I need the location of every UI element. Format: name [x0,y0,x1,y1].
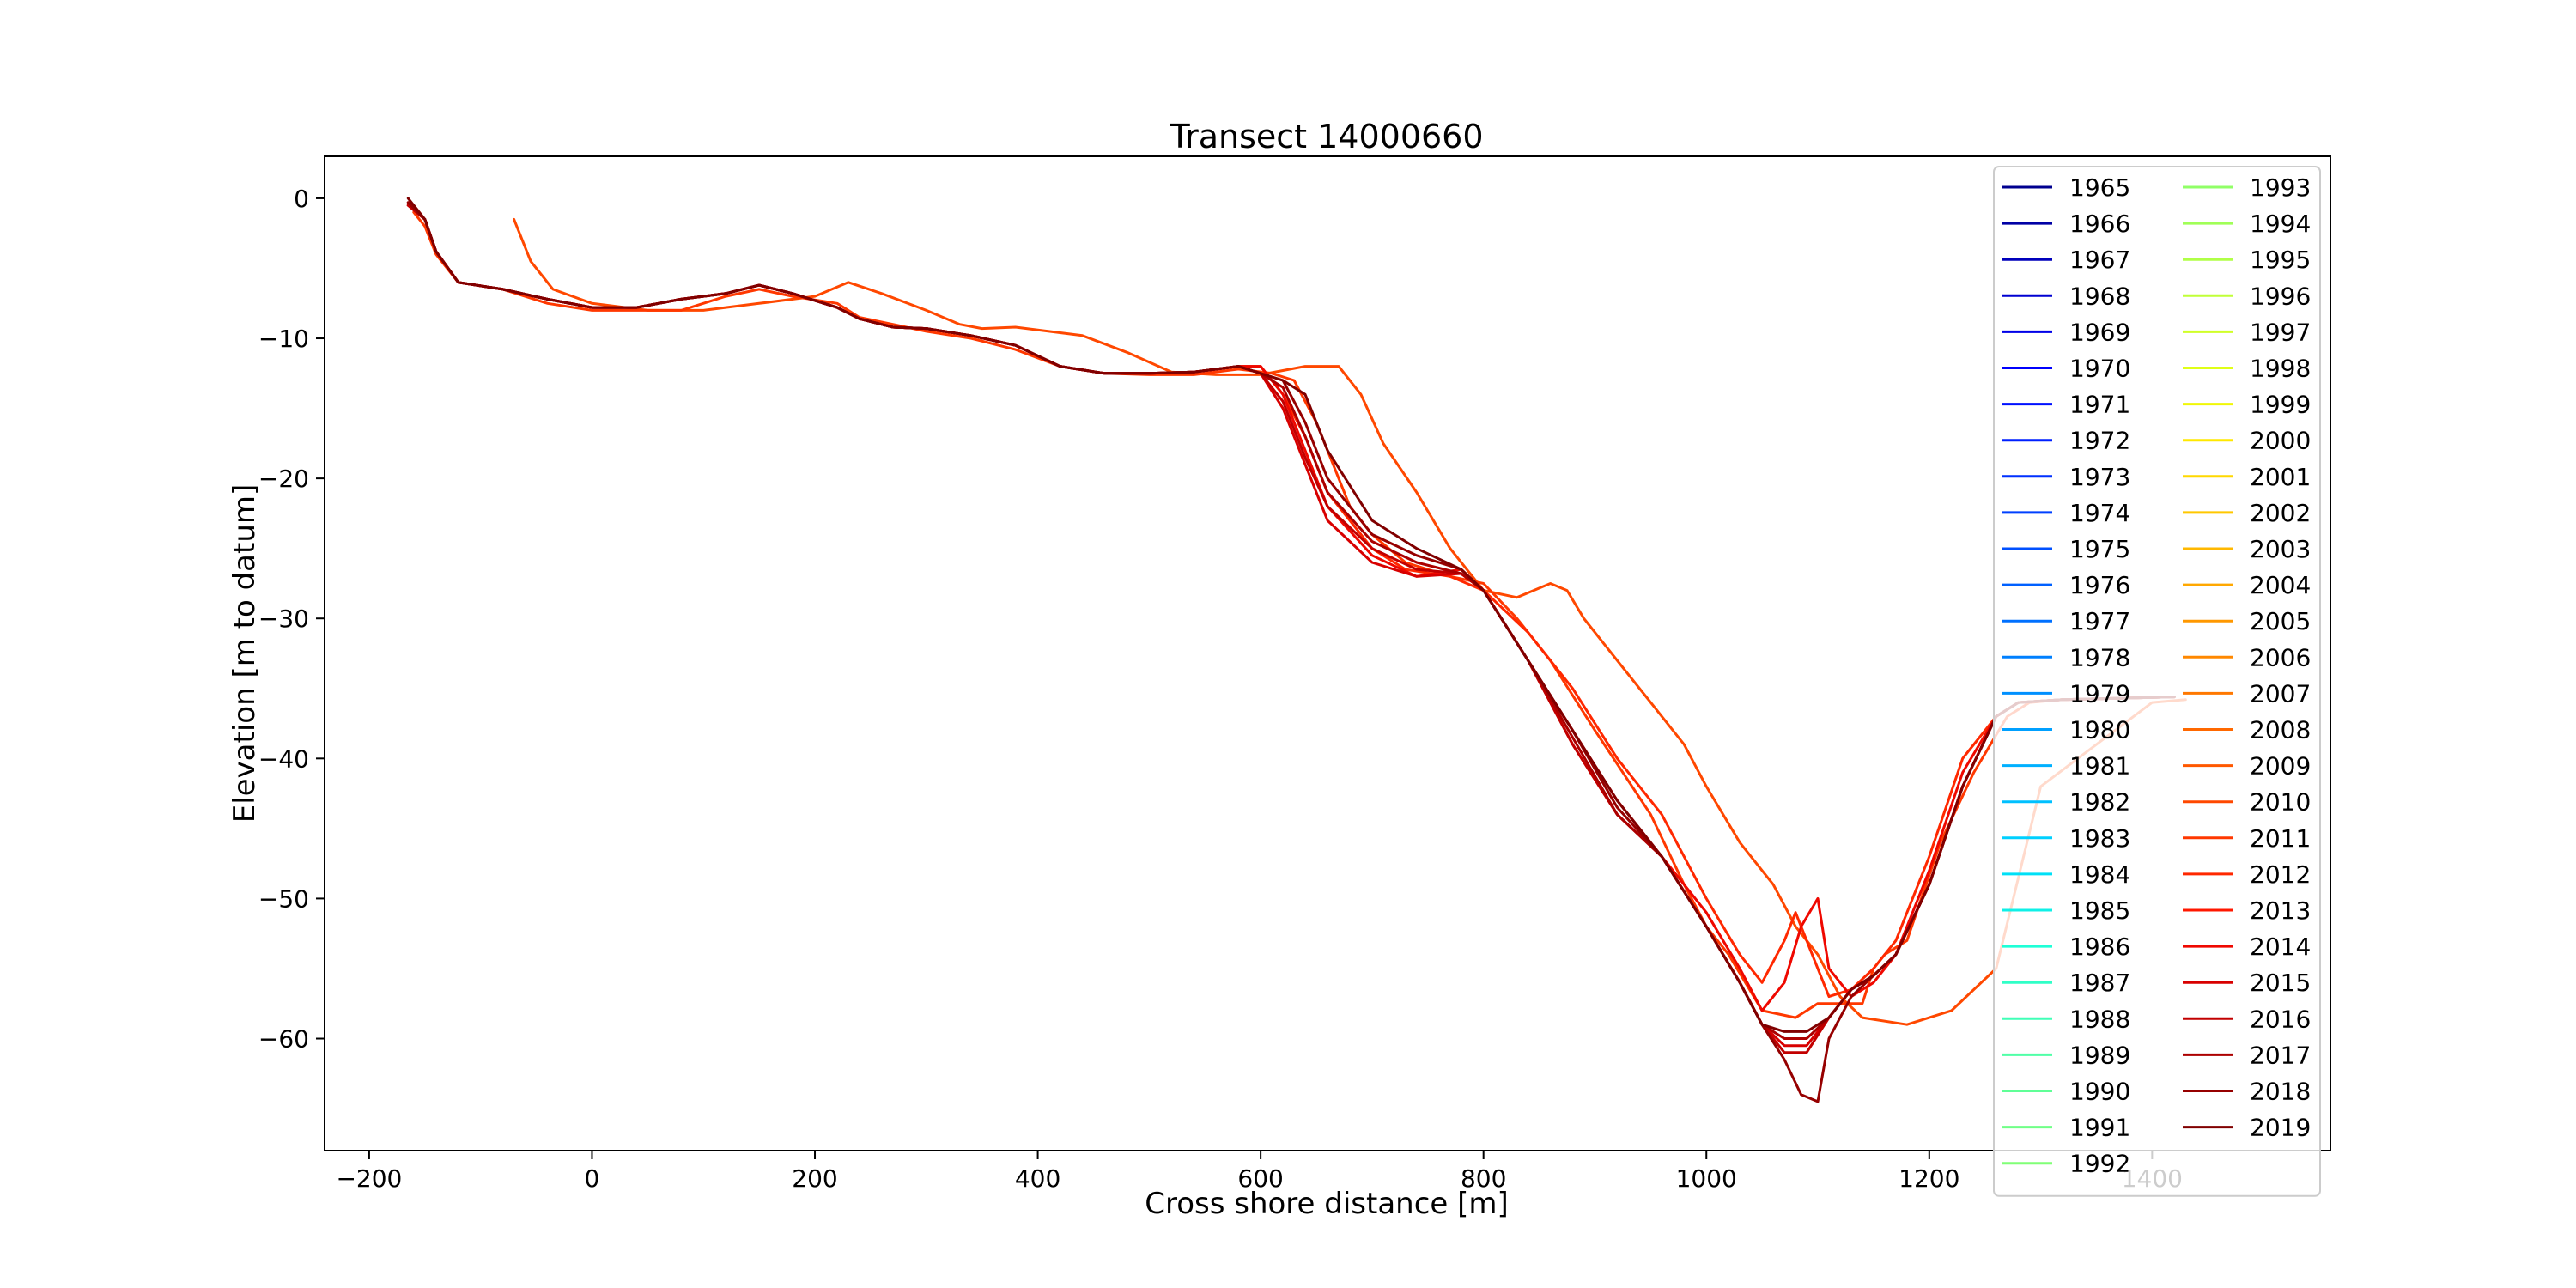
legend-entry: 2001 [2250,463,2311,491]
legend-entry: 1974 [2069,499,2130,527]
y-tick-label: −20 [258,465,309,493]
x-tick-label: −200 [336,1164,402,1193]
legend-entry: 1968 [2069,282,2130,310]
x-tick-label: 1000 [1676,1164,1737,1193]
legend-entry: 1990 [2069,1078,2130,1106]
chart-title: Transect 14000660 [1169,118,1483,155]
legend-entry: 1986 [2069,933,2130,961]
legend-entry: 1965 [2069,173,2130,202]
x-tick-label: 1200 [1899,1164,1959,1193]
legend-entry: 2011 [2250,824,2311,853]
legend-entry: 2003 [2250,535,2311,563]
legend-entry: 2018 [2250,1078,2311,1106]
legend: 1965 1966 1967 1968 1969 1970 1971 1972 1973 1974… [1993,166,2321,1197]
legend-entry: 2017 [2250,1041,2311,1069]
legend-entry: 2012 [2250,860,2311,889]
series-line-0 [513,217,2187,1026]
legend-entry: 1999 [2250,391,2311,419]
y-tick-label: 0 [294,185,309,213]
legend-entry: 1967 [2069,246,2130,274]
legend-entry: 1976 [2069,571,2130,599]
y-tick-label: −10 [258,325,309,353]
legend-entry: 1972 [2069,427,2130,455]
legend-entry: 2014 [2250,933,2311,961]
legend-entry: 2019 [2250,1114,2311,1142]
legend-entry: 2015 [2250,969,2311,997]
legend-entry: 1994 [2250,210,2311,238]
legend-entry: 1981 [2069,752,2130,781]
y-tick-label: −60 [258,1025,309,1054]
legend-entry: 2009 [2250,752,2311,781]
legend-entry: 1988 [2069,1005,2130,1033]
legend-entry: 1983 [2069,824,2130,853]
legend-entry: 1982 [2069,788,2130,817]
legend-entry: 1985 [2069,896,2130,925]
legend-entry: 2006 [2250,643,2311,671]
legend-entry: 1989 [2069,1041,2130,1069]
legend-entry: 1997 [2250,318,2311,346]
legend-entry: 1998 [2250,355,2311,383]
x-tick-label: 0 [585,1164,600,1193]
series-line-8 [406,197,2176,1033]
legend-entry: 1975 [2069,535,2130,563]
x-tick-label: 400 [1015,1164,1060,1193]
legend-entry: 2000 [2250,427,2311,455]
legend-entry: 1992 [2069,1150,2130,1178]
series-line-6 [406,201,2176,1040]
legend-entry: 2007 [2250,679,2311,708]
y-tick-label: −40 [258,744,309,773]
legend-entry: 1996 [2250,282,2311,310]
legend-entry: 1980 [2069,716,2130,744]
series-line-1 [412,210,2176,1019]
x-tick-label: 800 [1461,1164,1506,1193]
series-lines [406,197,2187,1103]
legend-entry: 2004 [2250,571,2311,599]
y-axis-label: Elevation [m to datum] [228,484,262,823]
legend-entry: 1970 [2069,355,2130,383]
legend-entry: 2008 [2250,716,2311,744]
legend-entry: 1987 [2069,969,2130,997]
x-tick-label: 200 [792,1164,837,1193]
legend-entry: 1984 [2069,860,2130,889]
legend-entry: 2013 [2250,896,2311,925]
axes-frame [324,155,2331,1151]
x-axis-label: Cross shore distance [m] [1145,1187,1509,1221]
y-tick-label: −50 [258,884,309,913]
legend-box [1993,166,2321,1197]
x-tick-label: 600 [1237,1164,1283,1193]
legend-entry: 1979 [2069,679,2130,708]
legend-entry: 2010 [2250,788,2311,817]
legend-entry: 1973 [2069,463,2130,491]
legend-entry: 1978 [2069,643,2130,671]
series-line-3 [406,204,2176,1012]
legend-entry: 1993 [2250,173,2311,202]
legend-entry: 1991 [2069,1114,2130,1142]
y-axis-ticks: 0 −10 −20 −30 −40 −50 −60 [258,185,325,1054]
series-line-2 [412,204,2176,999]
y-tick-label: −30 [258,605,309,633]
legend-entry: 2002 [2250,499,2311,527]
legend-entry: 1966 [2069,210,2130,238]
legend-entry: 2016 [2250,1005,2311,1033]
legend-entry: 1977 [2069,607,2130,635]
legend-entry: 1995 [2250,246,2311,274]
legend-entry: 1969 [2069,318,2130,346]
legend-entry: 1971 [2069,391,2130,419]
legend-entry: 2005 [2250,607,2311,635]
series-line-7 [406,201,2176,1103]
